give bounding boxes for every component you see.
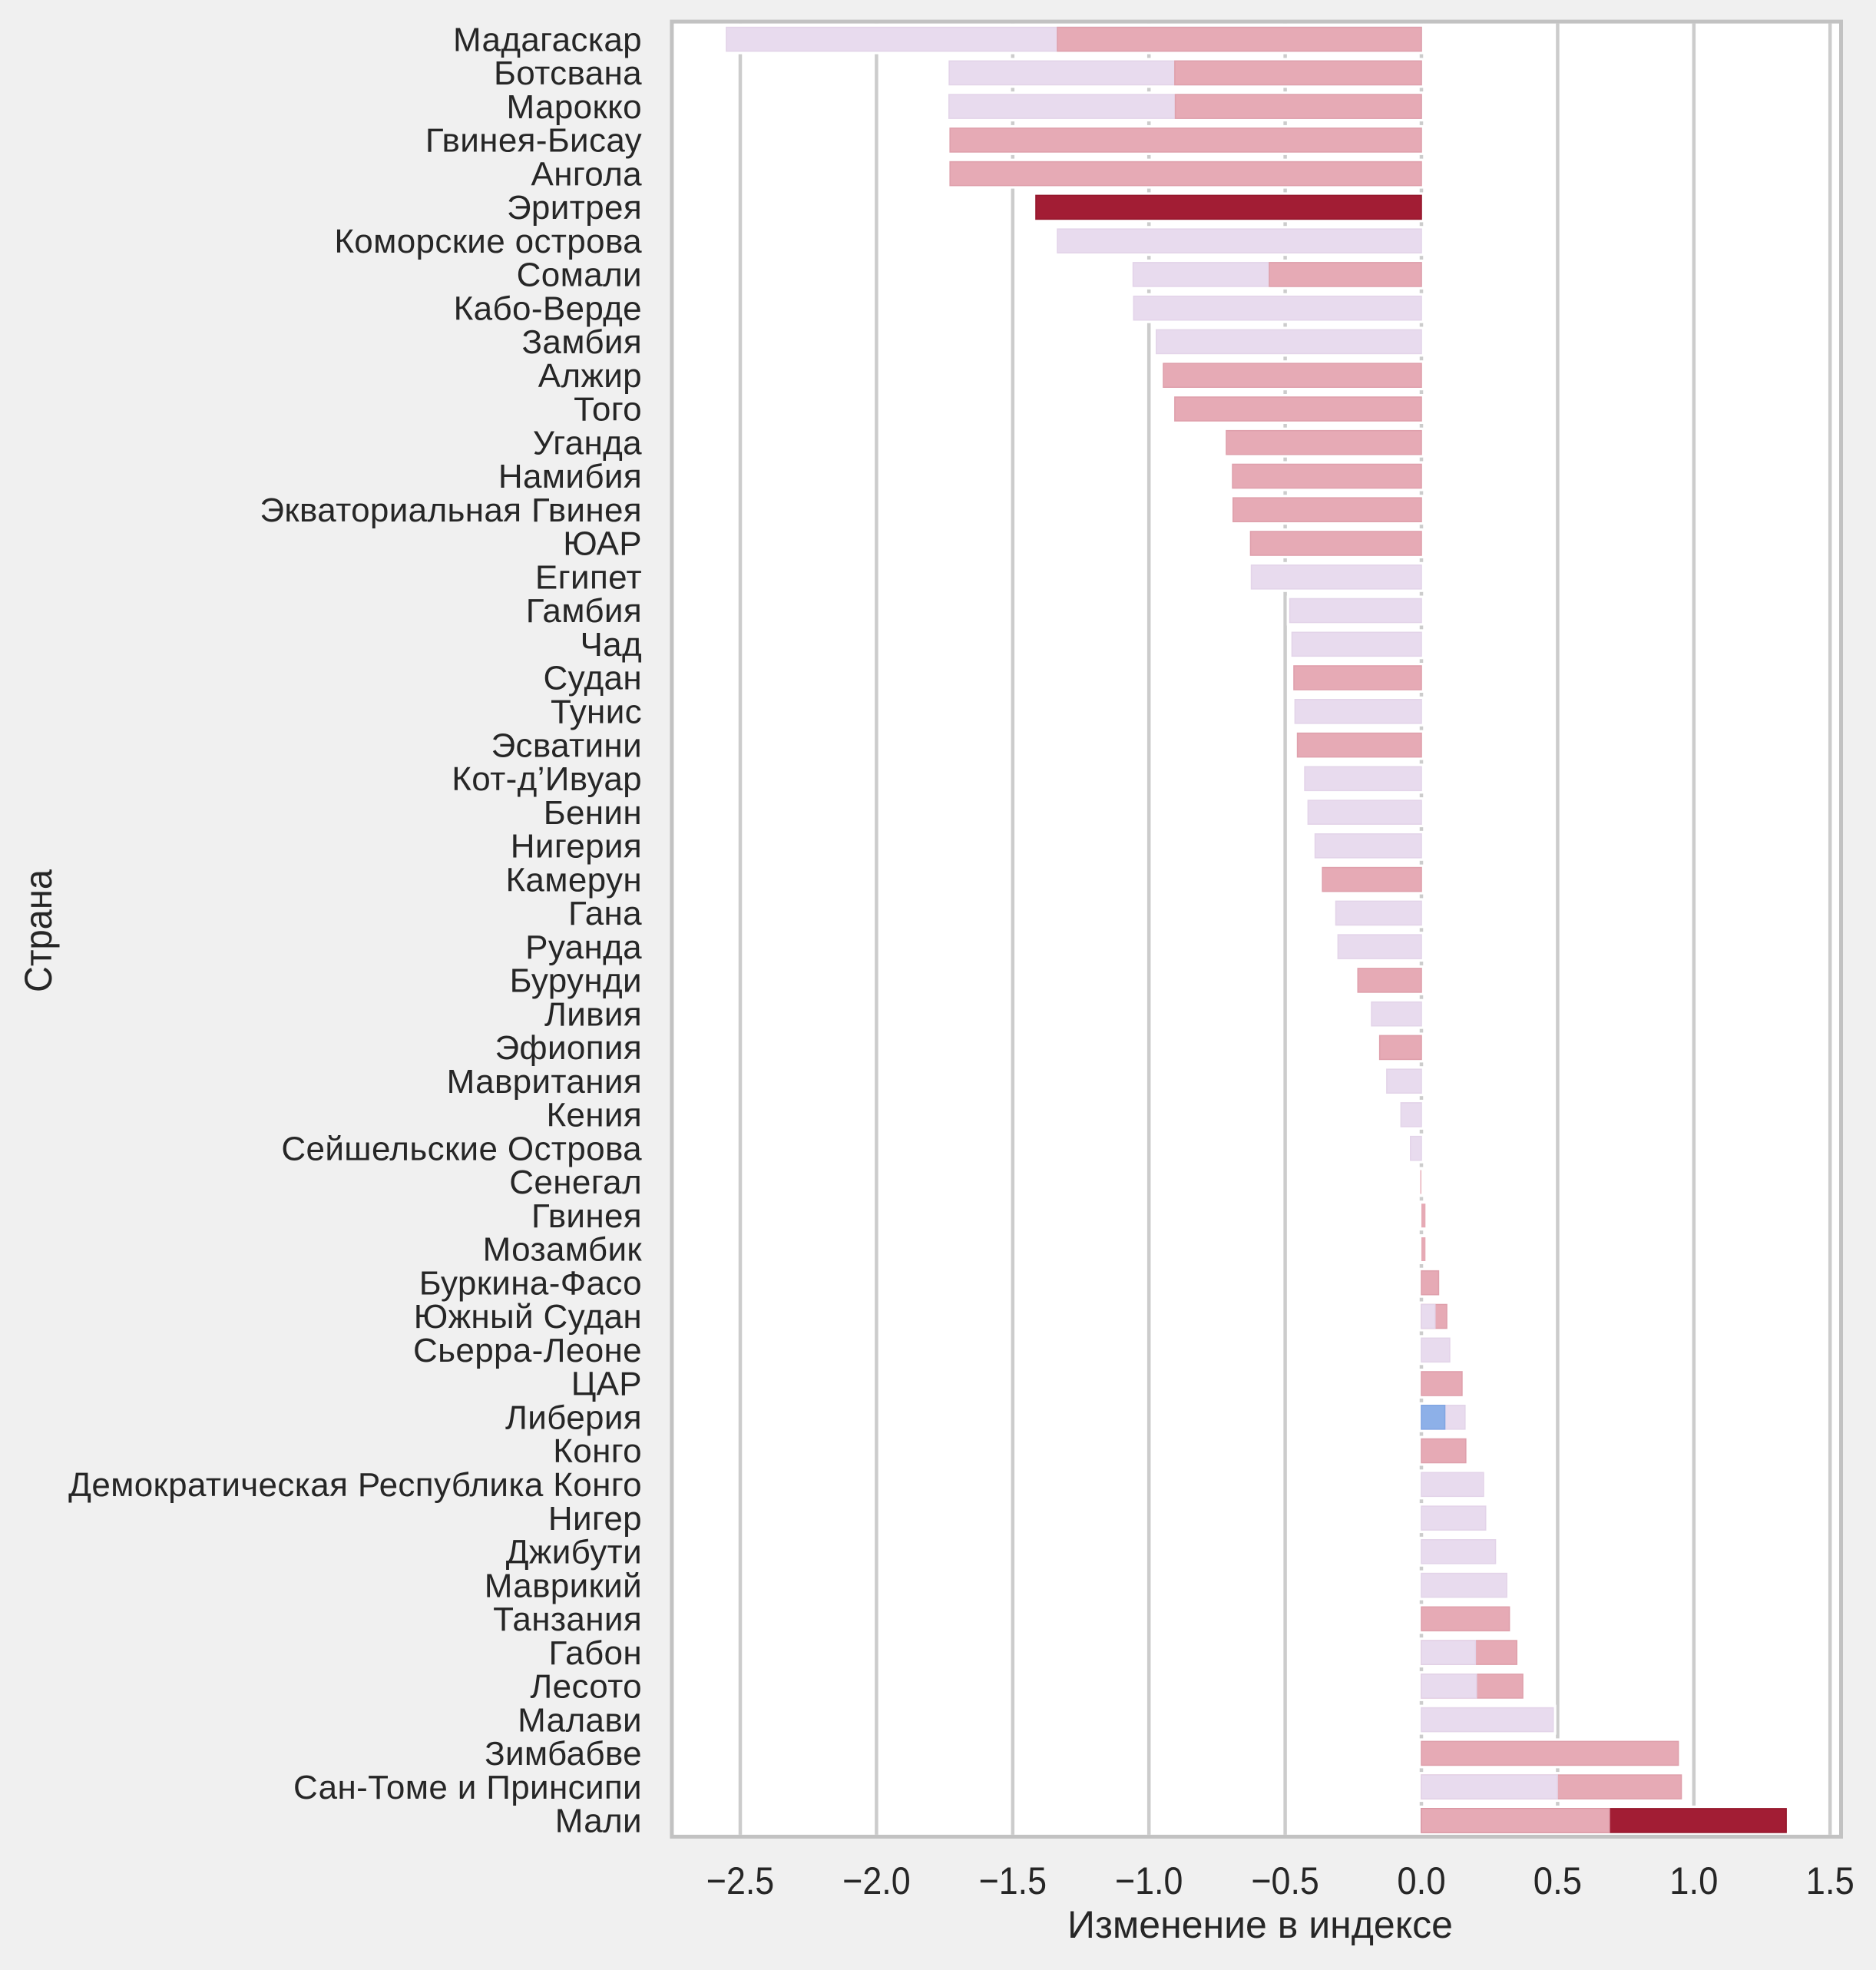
svg-text:Гамбия: Гамбия: [526, 592, 642, 630]
svg-text:1.0: 1.0: [1669, 1860, 1718, 1902]
svg-text:−2.0: −2.0: [842, 1860, 910, 1903]
svg-text:Гвинея: Гвинея: [531, 1197, 642, 1235]
svg-text:Сенегал: Сенегал: [509, 1164, 642, 1201]
svg-text:Судан: Судан: [543, 660, 642, 697]
svg-text:Либерия: Либерия: [505, 1399, 642, 1437]
svg-text:Намибия: Намибия: [498, 458, 642, 495]
svg-text:Демократическая Республика Кон: Демократическая Республика Конго: [68, 1466, 642, 1504]
svg-text:Кения: Кения: [546, 1097, 642, 1134]
svg-text:Того: Того: [574, 391, 642, 429]
svg-text:Маврикий: Маврикий: [485, 1567, 642, 1604]
svg-text:−0.5: −0.5: [1251, 1860, 1318, 1903]
svg-text:Ботсвана: Ботсвана: [494, 55, 642, 92]
svg-text:Эсватини: Эсватини: [491, 727, 642, 764]
svg-text:1.5: 1.5: [1806, 1860, 1854, 1902]
svg-text:Изменение в индексе: Изменение в индексе: [1067, 1903, 1453, 1946]
svg-text:Бенин: Бенин: [544, 794, 642, 832]
svg-text:Руанда: Руанда: [525, 929, 642, 966]
svg-text:Буркина-Фасо: Буркина-Фасо: [419, 1264, 642, 1302]
svg-text:Египет: Египет: [535, 559, 642, 597]
svg-text:Нигер: Нигер: [548, 1500, 642, 1538]
svg-text:Коморские острова: Коморские острова: [334, 223, 642, 260]
svg-text:Джибути: Джибути: [506, 1534, 642, 1571]
svg-text:Конго: Конго: [553, 1432, 642, 1470]
svg-text:Уганда: Уганда: [533, 424, 642, 462]
svg-text:0.0: 0.0: [1397, 1860, 1445, 1902]
svg-text:Нигерия: Нигерия: [511, 828, 642, 866]
svg-text:Сан-Томе и Принсипи: Сан-Томе и Принсипи: [293, 1769, 642, 1806]
svg-text:Камерун: Камерун: [505, 861, 642, 899]
svg-text:ЦАР: ЦАР: [571, 1366, 642, 1403]
svg-text:Экваториальная Гвинея: Экваториальная Гвинея: [260, 492, 642, 529]
svg-text:Замбия: Замбия: [521, 323, 642, 361]
svg-text:Алжир: Алжир: [538, 357, 642, 395]
svg-text:Габон: Габон: [548, 1634, 642, 1672]
svg-text:Чад: Чад: [580, 626, 642, 664]
svg-text:Мали: Мали: [555, 1803, 642, 1840]
svg-text:ЮАР: ЮАР: [563, 525, 642, 563]
svg-text:Лесото: Лесото: [530, 1668, 642, 1706]
svg-text:Малави: Малави: [518, 1701, 642, 1739]
svg-text:Мадагаскар: Мадагаскар: [453, 21, 642, 58]
svg-text:Кабо-Верде: Кабо-Верде: [454, 290, 642, 327]
svg-text:Сейшельские Острова: Сейшельские Острова: [281, 1130, 642, 1167]
svg-text:Эритрея: Эритрея: [507, 189, 642, 227]
svg-text:Зимбабве: Зимбабве: [485, 1735, 642, 1773]
svg-text:Гвинея-Бисау: Гвинея-Бисау: [425, 122, 642, 160]
svg-text:Гана: Гана: [568, 895, 642, 932]
svg-text:Мозамбик: Мозамбик: [483, 1231, 643, 1269]
svg-text:Эфиопия: Эфиопия: [495, 1029, 642, 1067]
svg-text:Танзания: Танзания: [493, 1601, 642, 1638]
svg-text:Сомали: Сомали: [517, 257, 642, 294]
svg-text:−1.5: −1.5: [979, 1860, 1047, 1903]
svg-text:Марокко: Марокко: [507, 88, 642, 126]
svg-text:Мавритания: Мавритания: [447, 1063, 642, 1101]
svg-text:Бурунди: Бурунди: [510, 962, 642, 1000]
svg-text:Южный Судан: Южный Судан: [414, 1298, 642, 1336]
svg-text:Ангола: Ангола: [531, 155, 643, 193]
svg-text:Тунис: Тунис: [551, 694, 642, 731]
svg-text:Ливия: Ливия: [544, 995, 642, 1033]
svg-text:−1.0: −1.0: [1115, 1860, 1183, 1903]
svg-text:Сьерра-Леоне: Сьерра-Леоне: [413, 1332, 642, 1369]
svg-text:Кот-д’Ивуар: Кот-д’Ивуар: [452, 760, 642, 798]
svg-text:0.5: 0.5: [1534, 1860, 1582, 1902]
svg-text:Страна: Страна: [17, 869, 60, 992]
svg-text:−2.5: −2.5: [706, 1860, 774, 1903]
